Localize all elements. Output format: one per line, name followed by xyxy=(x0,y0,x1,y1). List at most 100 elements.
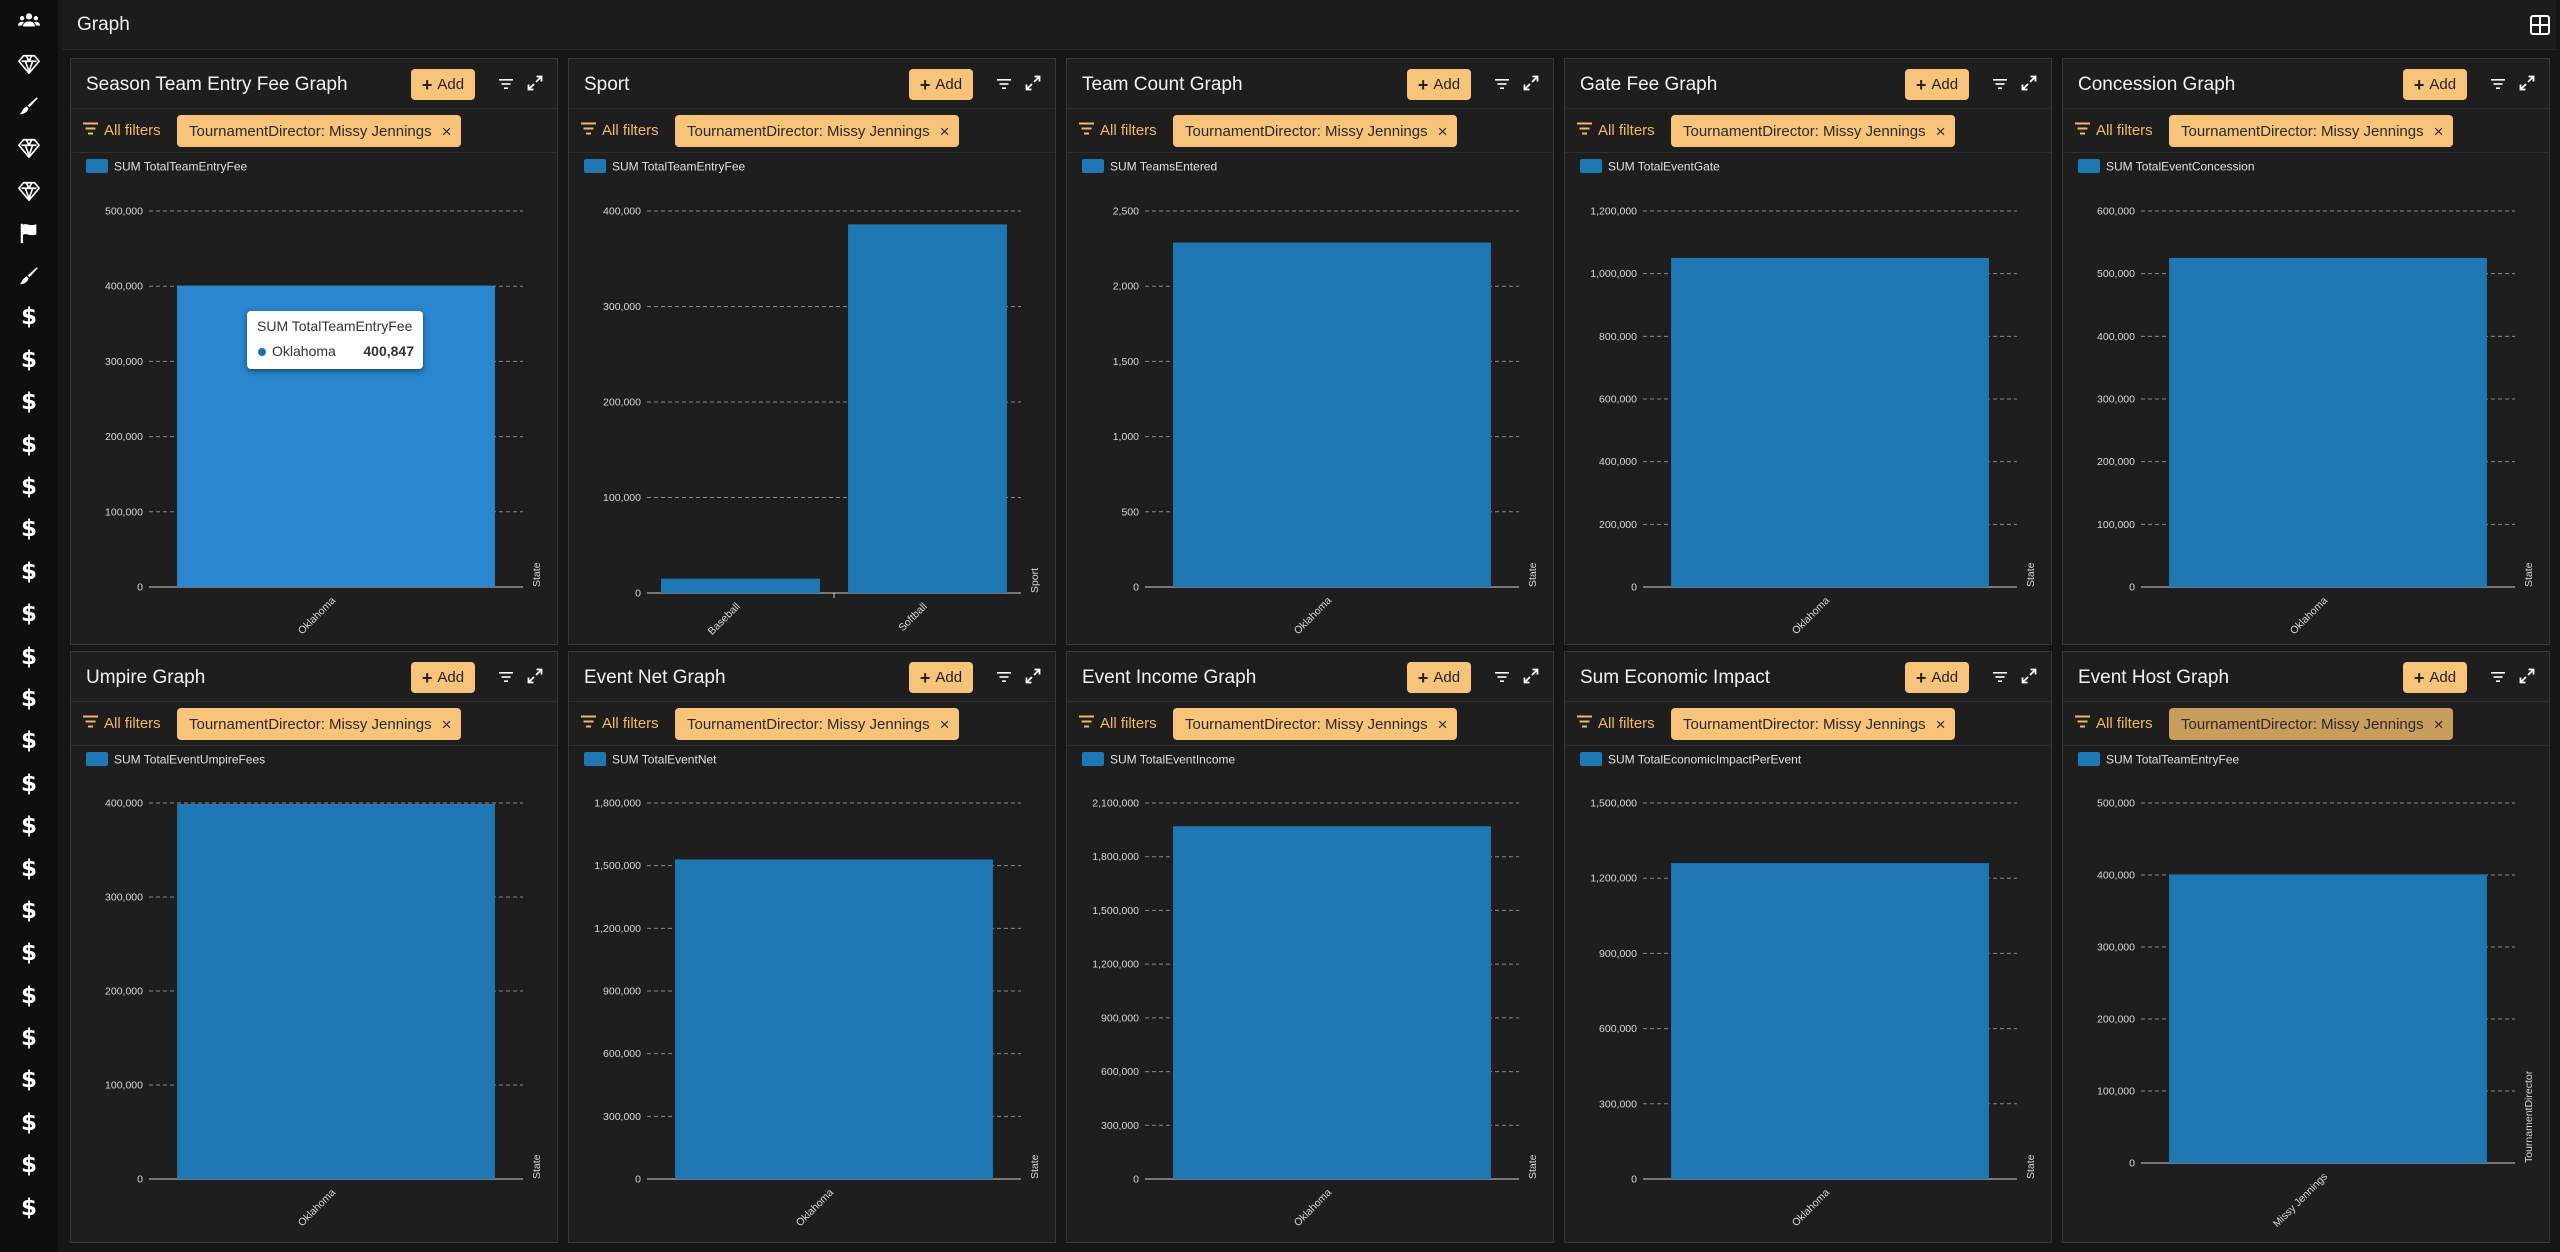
all-filters-button[interactable]: All filters xyxy=(83,122,161,139)
filter-icon[interactable] xyxy=(1495,77,1509,91)
sidebar-item-5[interactable] xyxy=(0,170,58,212)
filter-chip[interactable]: TournamentDirector: Missy Jennings × xyxy=(1671,115,1955,147)
sidebar-item-12[interactable]: $ xyxy=(0,466,58,508)
filter-icon[interactable] xyxy=(499,670,513,684)
bar[interactable] xyxy=(848,224,1007,593)
filter-icon[interactable] xyxy=(997,670,1011,684)
bar[interactable] xyxy=(1173,242,1491,588)
sidebar-item-26[interactable]: $ xyxy=(0,1060,58,1102)
all-filters-button[interactable]: All filters xyxy=(2075,715,2153,732)
add-button[interactable]: + Add xyxy=(411,662,475,693)
bar[interactable] xyxy=(661,578,820,593)
filter-icon[interactable] xyxy=(997,77,1011,91)
close-icon[interactable]: × xyxy=(441,714,452,734)
expand-icon[interactable] xyxy=(1523,668,1539,684)
expand-icon[interactable] xyxy=(527,668,543,684)
sidebar-item-11[interactable]: $ xyxy=(0,424,58,466)
filter-icon[interactable] xyxy=(1993,77,2007,91)
expand-icon[interactable] xyxy=(2021,75,2037,91)
add-button[interactable]: + Add xyxy=(1905,662,1969,693)
close-icon[interactable]: × xyxy=(1437,714,1448,734)
all-filters-button[interactable]: All filters xyxy=(581,122,659,139)
sidebar-item-2[interactable] xyxy=(0,42,58,84)
add-button[interactable]: + Add xyxy=(909,69,973,100)
expand-icon[interactable] xyxy=(1025,75,1041,91)
sidebar-item-22[interactable]: $ xyxy=(0,890,58,932)
sidebar-item-15[interactable]: $ xyxy=(0,593,58,635)
filter-chip[interactable]: TournamentDirector: Missy Jennings × xyxy=(1173,708,1457,740)
close-icon[interactable]: × xyxy=(1935,714,1946,734)
bar[interactable] xyxy=(675,859,993,1179)
filter-chip[interactable]: TournamentDirector: Missy Jennings × xyxy=(1173,115,1457,147)
close-icon[interactable]: × xyxy=(2433,714,2444,734)
layout-grid-icon[interactable] xyxy=(2529,14,2551,36)
expand-icon[interactable] xyxy=(2519,75,2535,91)
sidebar-item-6[interactable] xyxy=(0,212,58,254)
sidebar-item-10[interactable]: $ xyxy=(0,382,58,424)
filter-icon[interactable] xyxy=(1993,670,2007,684)
add-button[interactable]: + Add xyxy=(2403,662,2467,693)
sidebar-item-3[interactable] xyxy=(0,85,58,127)
close-icon[interactable]: × xyxy=(2433,121,2444,141)
expand-icon[interactable] xyxy=(2021,668,2037,684)
filter-icon[interactable] xyxy=(1495,670,1509,684)
sidebar-item-4[interactable] xyxy=(0,127,58,169)
filter-icon[interactable] xyxy=(2491,670,2505,684)
sidebar-item-24[interactable]: $ xyxy=(0,975,58,1017)
close-icon[interactable]: × xyxy=(1935,121,1946,141)
sidebar-item-28[interactable]: $ xyxy=(0,1145,58,1187)
bar[interactable] xyxy=(1173,826,1491,1179)
sidebar-item-8[interactable]: $ xyxy=(0,297,58,339)
sidebar-item-29[interactable]: $ xyxy=(0,1187,58,1229)
add-button[interactable]: + Add xyxy=(1407,662,1471,693)
sidebar-item-18[interactable]: $ xyxy=(0,721,58,763)
filter-chip[interactable]: TournamentDirector: Missy Jennings × xyxy=(177,708,461,740)
sidebar-item-25[interactable]: $ xyxy=(0,1017,58,1059)
all-filters-button[interactable]: All filters xyxy=(2075,122,2153,139)
bar[interactable] xyxy=(1671,863,1989,1179)
sidebar-item-7[interactable] xyxy=(0,254,58,296)
expand-icon[interactable] xyxy=(527,75,543,91)
all-filters-button[interactable]: All filters xyxy=(581,715,659,732)
filter-icon[interactable] xyxy=(2491,77,2505,91)
all-filters-button[interactable]: All filters xyxy=(1577,122,1655,139)
filter-chip[interactable]: TournamentDirector: Missy Jennings × xyxy=(675,708,959,740)
filter-chip[interactable]: TournamentDirector: Missy Jennings × xyxy=(2169,708,2453,740)
bar[interactable] xyxy=(2169,258,2487,587)
close-icon[interactable]: × xyxy=(441,121,452,141)
sidebar-item-21[interactable]: $ xyxy=(0,848,58,890)
sidebar-item-23[interactable]: $ xyxy=(0,933,58,975)
sidebar-item-16[interactable]: $ xyxy=(0,636,58,678)
add-button[interactable]: + Add xyxy=(411,69,475,100)
add-button[interactable]: + Add xyxy=(1905,69,1969,100)
all-filters-button[interactable]: All filters xyxy=(1577,715,1655,732)
close-icon[interactable]: × xyxy=(939,714,950,734)
filter-chip[interactable]: TournamentDirector: Missy Jennings × xyxy=(1671,708,1955,740)
sidebar-item-17[interactable]: $ xyxy=(0,678,58,720)
bar[interactable] xyxy=(2169,874,2487,1163)
sidebar-item-14[interactable]: $ xyxy=(0,551,58,593)
bar[interactable] xyxy=(1671,258,1989,587)
add-button[interactable]: + Add xyxy=(909,662,973,693)
filter-chip[interactable]: TournamentDirector: Missy Jennings × xyxy=(675,115,959,147)
sidebar-item-1[interactable] xyxy=(0,0,58,42)
filter-icon[interactable] xyxy=(499,77,513,91)
close-icon[interactable]: × xyxy=(939,121,950,141)
close-icon[interactable]: × xyxy=(1437,121,1448,141)
filter-chip[interactable]: TournamentDirector: Missy Jennings × xyxy=(2169,115,2453,147)
add-button[interactable]: + Add xyxy=(1407,69,1471,100)
bar[interactable] xyxy=(177,803,495,1179)
sidebar-item-27[interactable]: $ xyxy=(0,1102,58,1144)
expand-icon[interactable] xyxy=(1025,668,1041,684)
sidebar-item-19[interactable]: $ xyxy=(0,763,58,805)
all-filters-button[interactable]: All filters xyxy=(1079,715,1157,732)
sidebar-item-20[interactable]: $ xyxy=(0,805,58,847)
all-filters-button[interactable]: All filters xyxy=(83,715,161,732)
sidebar-item-13[interactable]: $ xyxy=(0,509,58,551)
expand-icon[interactable] xyxy=(2519,668,2535,684)
expand-icon[interactable] xyxy=(1523,75,1539,91)
all-filters-button[interactable]: All filters xyxy=(1079,122,1157,139)
filter-chip[interactable]: TournamentDirector: Missy Jennings × xyxy=(177,115,461,147)
add-button[interactable]: + Add xyxy=(2403,69,2467,100)
sidebar-item-9[interactable]: $ xyxy=(0,339,58,381)
